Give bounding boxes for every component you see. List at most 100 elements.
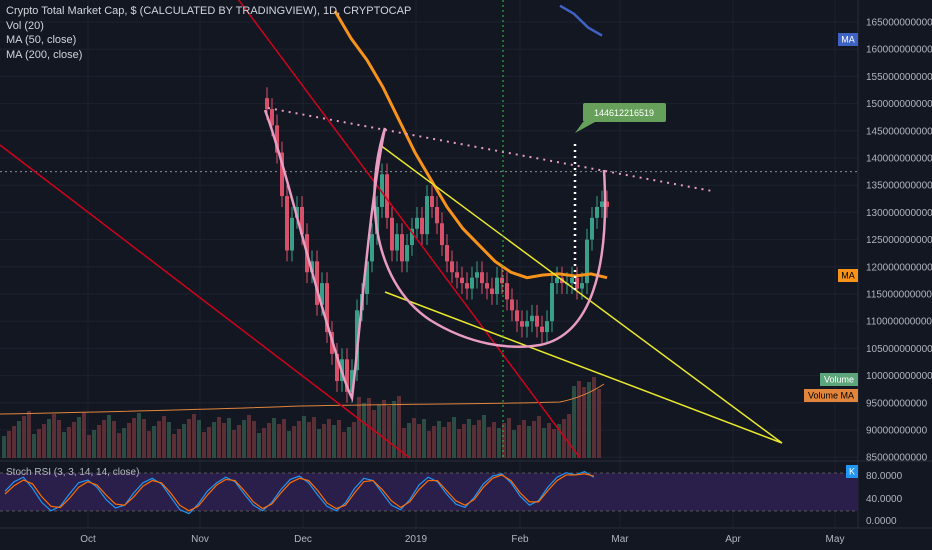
volume-tag: Volume bbox=[824, 375, 854, 385]
volume-bar bbox=[452, 417, 456, 458]
volume-bar bbox=[207, 427, 211, 458]
volume-bar bbox=[592, 377, 596, 458]
candle-body bbox=[525, 321, 529, 327]
candle-body bbox=[335, 353, 339, 382]
ma50-tag: MA bbox=[841, 271, 855, 281]
annotation-pointer bbox=[575, 122, 595, 133]
candle-body bbox=[415, 217, 419, 229]
volume-bar bbox=[467, 419, 471, 458]
volume-bar bbox=[377, 405, 381, 458]
price-axis[interactable]: 165000000000 160000000000 155000000000 1500… bbox=[866, 18, 932, 528]
volume-bar bbox=[322, 424, 326, 458]
volume-bar bbox=[2, 436, 6, 458]
volume-bar bbox=[212, 422, 216, 458]
volume-bar bbox=[492, 422, 496, 458]
volume-bar bbox=[147, 431, 151, 458]
price-tick-label: 95000000000 bbox=[866, 398, 928, 409]
ma200-tag: MA bbox=[841, 35, 855, 45]
legend-ma200[interactable]: MA (200, close) bbox=[6, 48, 83, 61]
volume-bar bbox=[182, 424, 186, 458]
volume-bar bbox=[362, 403, 366, 458]
volume-bar bbox=[557, 424, 561, 458]
candle-body bbox=[460, 277, 464, 284]
volume-bar bbox=[287, 431, 291, 458]
volume-bar bbox=[17, 421, 21, 458]
annotation-text: 144612216519 bbox=[594, 108, 654, 118]
grid-lines bbox=[0, 0, 932, 529]
volume-bar bbox=[577, 381, 581, 458]
volume-bar bbox=[242, 420, 246, 458]
volume-bar bbox=[37, 429, 41, 458]
volume-bar bbox=[172, 434, 176, 458]
candle-body bbox=[410, 228, 414, 246]
volume-bar bbox=[442, 427, 446, 458]
candle-body bbox=[425, 196, 429, 235]
yellow-wedge-upper bbox=[379, 144, 783, 444]
cup-left-shape bbox=[263, 109, 387, 403]
drawings[interactable]: 144612216519 bbox=[0, 0, 783, 460]
volume-bar bbox=[547, 423, 551, 458]
candle-body bbox=[365, 261, 369, 294]
volume-bar bbox=[382, 400, 386, 458]
volume-bar bbox=[247, 415, 251, 458]
volume-bar bbox=[487, 427, 491, 458]
volume-bar bbox=[157, 421, 161, 458]
volume-ma-line bbox=[0, 383, 605, 415]
volume-bar bbox=[432, 426, 436, 458]
volume-bar bbox=[587, 382, 591, 458]
candle-body bbox=[595, 206, 599, 218]
volume-bar bbox=[427, 431, 431, 458]
volume-bar bbox=[302, 416, 306, 458]
candle-body bbox=[600, 201, 604, 207]
volume-bar bbox=[572, 386, 576, 458]
stoch-k-line bbox=[4, 470, 595, 515]
volume-bar bbox=[142, 419, 146, 458]
time-tick-label: 2019 bbox=[405, 534, 428, 545]
chart-legend: Crypto Total Market Cap, $ (CALCULATED B… bbox=[6, 4, 411, 62]
volume-bar bbox=[132, 418, 136, 458]
legend-ma50[interactable]: MA (50, close) bbox=[6, 34, 77, 46]
chart-title: Crypto Total Market Cap, $ (CALCULATED B… bbox=[6, 5, 412, 17]
candle-body bbox=[395, 234, 399, 251]
candle-body bbox=[345, 359, 349, 392]
volume-bar bbox=[412, 418, 416, 458]
price-tick-label: 145000000000 bbox=[866, 126, 932, 137]
volume-tag-bg bbox=[820, 373, 858, 386]
resistance-dotted-line bbox=[267, 107, 713, 192]
volume-bar bbox=[582, 387, 586, 458]
time-tick-label: Dec bbox=[294, 534, 312, 545]
volume-bar bbox=[167, 422, 171, 458]
price-tick-label: 90000000000 bbox=[866, 426, 928, 437]
volume-bar bbox=[122, 428, 126, 458]
candle-body bbox=[265, 98, 269, 110]
time-tick-label: Feb bbox=[511, 534, 529, 545]
volume-bar bbox=[272, 418, 276, 458]
volume-bar bbox=[507, 418, 511, 458]
volume-bar bbox=[522, 420, 526, 458]
candle-body bbox=[435, 206, 439, 224]
volume-bar bbox=[22, 416, 26, 458]
volume-bar bbox=[187, 419, 191, 458]
volume-bar bbox=[332, 425, 336, 458]
volume-bar bbox=[297, 421, 301, 458]
yellow-wedge-lower bbox=[384, 291, 783, 444]
candle-body bbox=[270, 109, 274, 126]
price-tick-label: 125000000000 bbox=[866, 235, 932, 246]
volume-bar bbox=[417, 424, 421, 458]
price-tick-label: 120000000000 bbox=[866, 262, 932, 273]
volume-bar bbox=[307, 422, 311, 458]
time-axis[interactable]: Oct Nov Dec 2019 Feb Mar Apr May bbox=[80, 534, 844, 545]
volume-bar bbox=[317, 429, 321, 458]
candle-body bbox=[350, 370, 354, 392]
volume-bar bbox=[367, 398, 371, 458]
volume-bar bbox=[197, 420, 201, 458]
annotation-box bbox=[583, 103, 666, 122]
volume-bar bbox=[537, 416, 541, 458]
volume-bar bbox=[192, 414, 196, 458]
legend-vol[interactable]: Vol (20) bbox=[6, 19, 44, 32]
volume-bar bbox=[277, 424, 281, 458]
volume-bar bbox=[532, 421, 536, 458]
candle-body bbox=[310, 261, 314, 273]
